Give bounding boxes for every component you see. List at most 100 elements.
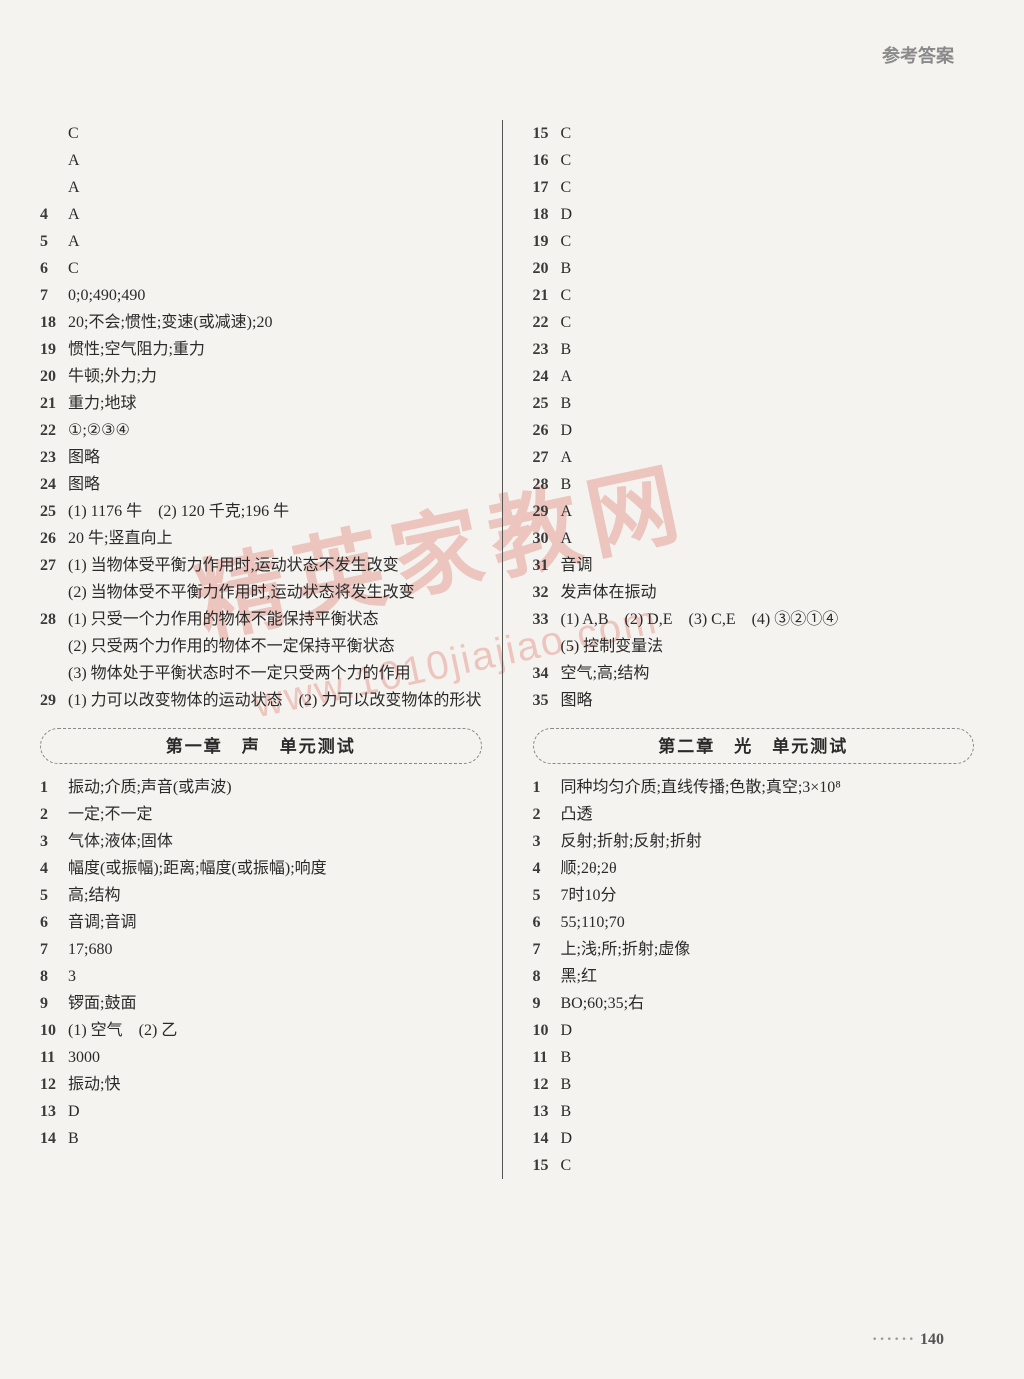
answer-row: A [40,174,482,201]
answer-text: A [561,444,975,471]
answer-text: 图略 [561,687,975,714]
answer-row: 31音调 [533,552,975,579]
answer-row: 17C [533,174,975,201]
answer-number: 31 [533,552,561,579]
answer-number: 23 [40,444,68,471]
answer-text: (1) 1176 牛 (2) 120 千克;196 牛 [68,498,482,525]
answer-number: 34 [533,660,561,687]
answer-text: (1) 当物体受平衡力作用时,运动状态不发生改变 [68,552,482,579]
answer-number: 22 [533,309,561,336]
answer-number: 24 [533,363,561,390]
answer-number: 13 [40,1098,68,1125]
answer-row: 113000 [40,1044,482,1071]
answer-number: 2 [40,801,68,828]
answer-row: 23图略 [40,444,482,471]
answer-row: 20B [533,255,975,282]
page-header: 参考答案 [882,42,954,68]
answer-number: 2 [533,801,561,828]
answer-row: 83 [40,963,482,990]
answer-text: 3000 [68,1044,482,1071]
answer-row: 27(1) 当物体受平衡力作用时,运动状态不发生改变 [40,552,482,579]
answer-text: 图略 [68,471,482,498]
answer-text: A [561,525,975,552]
answer-row: 11B [533,1044,975,1071]
answer-text: 黑;红 [561,963,975,990]
answer-number: 18 [40,309,68,336]
answer-text: A [561,498,975,525]
answer-text: 音调;音调 [68,909,482,936]
answer-number: 20 [533,255,561,282]
answer-text: (1) A,B (2) D,E (3) C,E (4) ③②①④ [561,606,975,633]
answer-number: 18 [533,201,561,228]
answer-number: 21 [40,390,68,417]
answer-number: 1 [533,774,561,801]
answer-number: 20 [40,363,68,390]
answer-text: D [68,1098,482,1125]
right-column: 15C16C17C18D19C20B21C22C23B24A25B26D27A2… [503,120,975,1179]
answer-text: 牛顿;外力;力 [68,363,482,390]
answer-number: 7 [40,282,68,309]
answer-number: 24 [40,471,68,498]
answer-row: 21C [533,282,975,309]
answer-number: 3 [533,828,561,855]
answer-text: 惯性;空气阻力;重力 [68,336,482,363]
answer-number: 30 [533,525,561,552]
answer-text: 气体;液体;固体 [68,828,482,855]
answer-row: 3反射;折射;反射;折射 [533,828,975,855]
answer-row: 6音调;音调 [40,909,482,936]
answer-number: 12 [533,1071,561,1098]
answer-number: 26 [40,525,68,552]
answer-number: 4 [533,855,561,882]
answer-row: 22①;②③④ [40,417,482,444]
answer-number: 6 [40,255,68,282]
answer-number: 10 [533,1017,561,1044]
answer-number: 16 [533,147,561,174]
answer-number: 14 [40,1125,68,1152]
answer-text: D [561,201,975,228]
answer-number: 28 [533,471,561,498]
answer-row: 2一定;不一定 [40,801,482,828]
answer-number: 27 [40,552,68,579]
answer-text: 顺;2θ;2θ [561,855,975,882]
answer-number: 8 [533,963,561,990]
answer-number: 29 [40,687,68,714]
answer-number: 29 [533,498,561,525]
answer-row: 14D [533,1125,975,1152]
answer-text: 凸透 [561,801,975,828]
answer-text: B [561,390,975,417]
answer-number: 23 [533,336,561,363]
answer-row: 15C [533,120,975,147]
answer-row: 10D [533,1017,975,1044]
answer-text: 反射;折射;反射;折射 [561,828,975,855]
answer-text: 幅度(或振幅);距离;幅度(或振幅);响度 [68,855,482,882]
answer-text: (5) 控制变量法 [561,633,975,660]
answer-text: C [68,120,482,147]
answer-number: 1 [40,774,68,801]
answer-text: A [68,174,482,201]
answer-row: 20牛顿;外力;力 [40,363,482,390]
answer-number: 25 [533,390,561,417]
answer-row: 4A [40,201,482,228]
answer-number: 9 [533,990,561,1017]
answer-row: 9BO;60;35;右 [533,990,975,1017]
answer-row: 10(1) 空气 (2) 乙 [40,1017,482,1044]
answer-number: 5 [40,228,68,255]
answer-text: B [68,1125,482,1152]
answer-number: 11 [533,1044,561,1071]
answer-text: BO;60;35;右 [561,990,975,1017]
answer-number: 5 [533,882,561,909]
answer-row: 8黑;红 [533,963,975,990]
answer-number: 8 [40,963,68,990]
answer-text: 音调 [561,552,975,579]
answer-text: C [561,147,975,174]
answer-text: C [561,1152,975,1179]
answer-text: D [561,1125,975,1152]
section-title-chapter2: 第二章 光 单元测试 [533,728,975,764]
answer-row: 15C [533,1152,975,1179]
answer-row: 1820;不会;惯性;变速(或减速);20 [40,309,482,336]
answer-row: 28(1) 只受一个力作用的物体不能保持平衡状态 [40,606,482,633]
answer-text: C [561,309,975,336]
answer-row: 13D [40,1098,482,1125]
answer-row: 35图略 [533,687,975,714]
answer-number: 7 [533,936,561,963]
